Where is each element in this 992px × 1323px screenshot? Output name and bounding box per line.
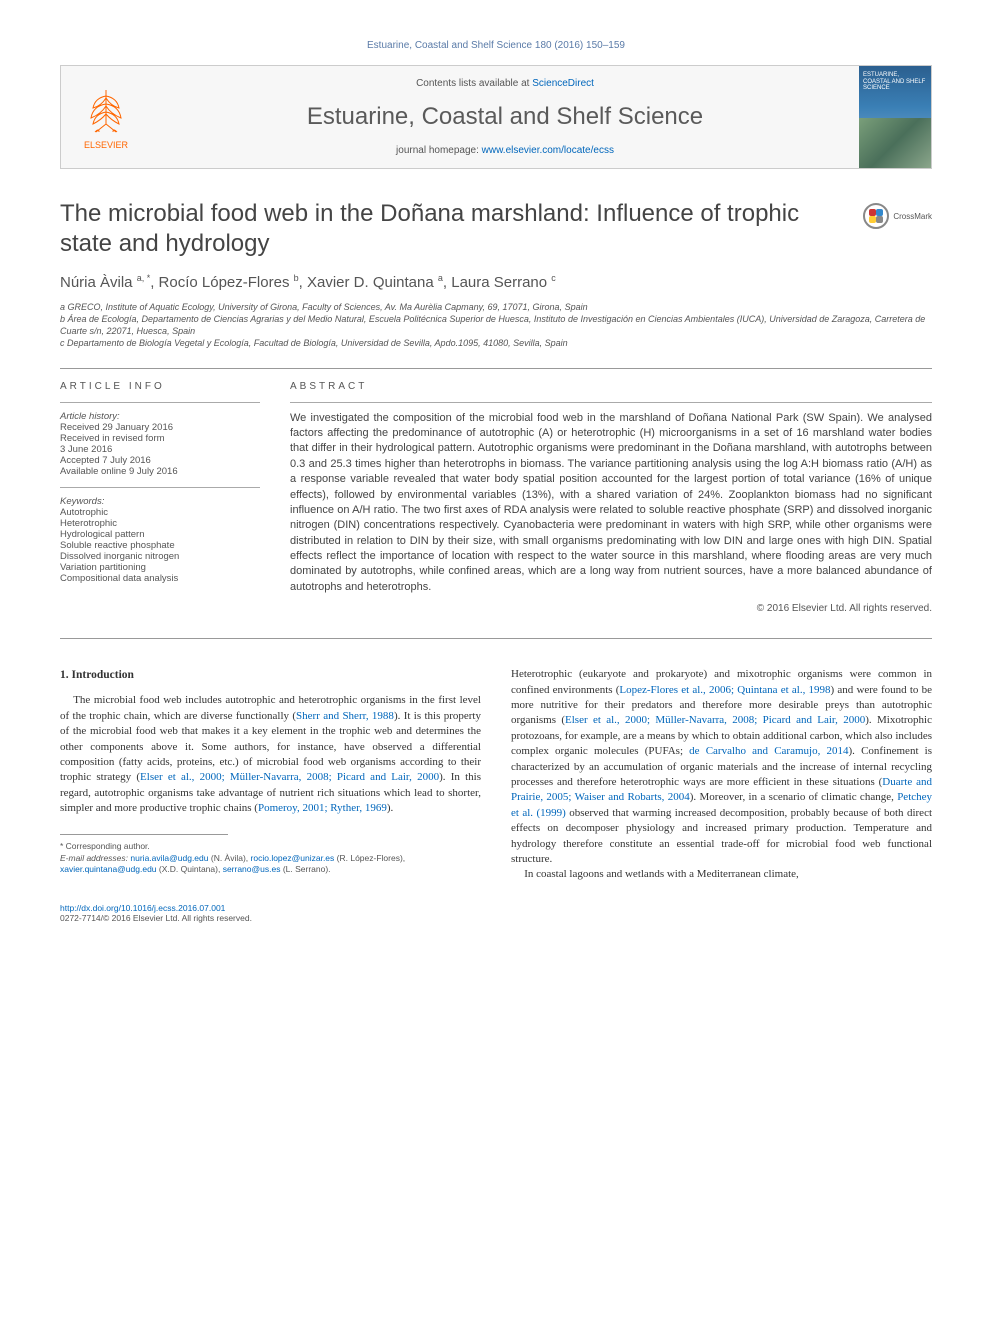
meta-abstract-row: ARTICLE INFO Article history: Received 2…	[60, 381, 932, 615]
citation-link[interactable]: Duarte and Prairie, 2005; Waiser and Rob…	[511, 776, 932, 803]
abstract-text: We investigated the composition of the m…	[290, 411, 932, 596]
keywords-heading: Keywords:	[60, 496, 260, 507]
email-link[interactable]: xavier.quintana@udg.edu	[60, 864, 157, 874]
sciencedirect-link[interactable]: ScienceDirect	[532, 78, 594, 89]
history-item: Received 29 January 2016	[60, 422, 260, 433]
journal-name: Estuarine, Coastal and Shelf Science	[161, 103, 849, 131]
issn-copyright: 0272-7714/© 2016 Elsevier Ltd. All right…	[60, 913, 252, 923]
citation-link[interactable]: Lopez-Flores et al., 2006; Quintana et a…	[619, 684, 830, 696]
keywords-list: AutotrophicHeterotrophicHydrological pat…	[60, 507, 260, 584]
elsevier-tree-icon	[79, 84, 133, 138]
authors-line: Núria Àvila a, *, Rocío López-Flores b, …	[60, 273, 932, 291]
body-columns: 1. Introduction The microbial food web i…	[60, 667, 932, 882]
citation-link[interactable]: Sherr and Sherr, 1988	[296, 710, 394, 722]
contents-available-line: Contents lists available at ScienceDirec…	[161, 78, 849, 89]
crossmark-label: CrossMark	[893, 212, 932, 221]
abstract-hr	[290, 402, 932, 403]
intro-paragraph-2: Heterotrophic (eukaryote and prokaryote)…	[511, 667, 932, 867]
abstract-heading: ABSTRACT	[290, 381, 932, 392]
footnote-separator	[60, 834, 228, 835]
keyword-item: Dissolved inorganic nitrogen	[60, 551, 260, 562]
email-link[interactable]: serrano@us.es	[223, 864, 281, 874]
keyword-item: Autotrophic	[60, 507, 260, 518]
article-info-heading: ARTICLE INFO	[60, 381, 260, 392]
crossmark-badge[interactable]: CrossMark	[863, 203, 932, 229]
contents-text: Contents lists available at	[416, 78, 532, 89]
article-info-hr2	[60, 487, 260, 488]
email-link[interactable]: rocio.lopez@unizar.es	[251, 853, 335, 863]
history-item: Available online 9 July 2016	[60, 466, 260, 477]
body-col-left: 1. Introduction The microbial food web i…	[60, 667, 481, 882]
article-history-heading: Article history:	[60, 411, 260, 422]
cover-thumb-title: ESTUARINE, COASTAL AND SHELF SCIENCE	[863, 72, 927, 92]
divider-bottom	[60, 638, 932, 639]
journal-cover-thumb[interactable]: ESTUARINE, COASTAL AND SHELF SCIENCE	[859, 66, 931, 168]
citation-link[interactable]: Elser et al., 2000; Müller-Navarra, 2008…	[140, 771, 439, 783]
article-info-hr1	[60, 402, 260, 403]
abstract-copyright: © 2016 Elsevier Ltd. All rights reserved…	[290, 603, 932, 614]
abstract-col: ABSTRACT We investigated the composition…	[290, 381, 932, 615]
crossmark-icon	[863, 203, 889, 229]
section-1-heading: 1. Introduction	[60, 667, 481, 683]
publisher-logo[interactable]: ELSEVIER	[61, 66, 151, 168]
history-item: Received in revised form	[60, 433, 260, 444]
footnotes: * Corresponding author. E-mail addresses…	[60, 841, 481, 875]
keyword-item: Compositional data analysis	[60, 573, 260, 584]
affiliation-b: b Área de Ecología, Departamento de Cien…	[60, 313, 932, 337]
citation-link[interactable]: Elser et al., 2000; Müller-Navarra, 2008…	[565, 714, 865, 726]
header-center: Contents lists available at ScienceDirec…	[151, 66, 859, 168]
keyword-item: Heterotrophic	[60, 518, 260, 529]
keyword-item: Hydrological pattern	[60, 529, 260, 540]
article-history-list: Received 29 January 2016Received in revi…	[60, 422, 260, 477]
affiliation-a: a GRECO, Institute of Aquatic Ecology, U…	[60, 301, 932, 313]
page-footer: http://dx.doi.org/10.1016/j.ecss.2016.07…	[60, 903, 932, 923]
keyword-item: Soluble reactive phosphate	[60, 540, 260, 551]
publisher-name: ELSEVIER	[84, 140, 128, 150]
affiliations: a GRECO, Institute of Aquatic Ecology, U…	[60, 301, 932, 350]
affiliation-c: c Departamento de Biología Vegetal y Eco…	[60, 337, 932, 349]
body-col-right: Heterotrophic (eukaryote and prokaryote)…	[511, 667, 932, 882]
cover-thumb-image	[859, 118, 931, 168]
history-item: Accepted 7 July 2016	[60, 455, 260, 466]
citation-header: Estuarine, Coastal and Shelf Science 180…	[60, 40, 932, 51]
homepage-link[interactable]: www.elsevier.com/locate/ecss	[482, 145, 614, 156]
intro-paragraph-1: The microbial food web includes autotrop…	[60, 693, 481, 816]
article-title: The microbial food web in the Doñana mar…	[60, 199, 847, 259]
intro-paragraph-3: In coastal lagoons and wetlands with a M…	[511, 867, 932, 882]
homepage-text: journal homepage:	[396, 145, 482, 156]
divider-top	[60, 368, 932, 369]
history-item: 3 June 2016	[60, 444, 260, 455]
email-addresses-line: E-mail addresses: nuria.avila@udg.edu (N…	[60, 853, 481, 876]
citation-link[interactable]: de Carvalho and Caramujo, 2014	[689, 745, 848, 757]
journal-header-box: ELSEVIER Contents lists available at Sci…	[60, 65, 932, 169]
homepage-line: journal homepage: www.elsevier.com/locat…	[161, 145, 849, 156]
email-link[interactable]: nuria.avila@udg.edu	[130, 853, 208, 863]
corresponding-author-note: * Corresponding author.	[60, 841, 481, 852]
doi-link[interactable]: http://dx.doi.org/10.1016/j.ecss.2016.07…	[60, 903, 225, 913]
keyword-item: Variation partitioning	[60, 562, 260, 573]
citation-link[interactable]: Pomeroy, 2001; Ryther, 1969	[258, 802, 387, 814]
article-info-col: ARTICLE INFO Article history: Received 2…	[60, 381, 260, 615]
